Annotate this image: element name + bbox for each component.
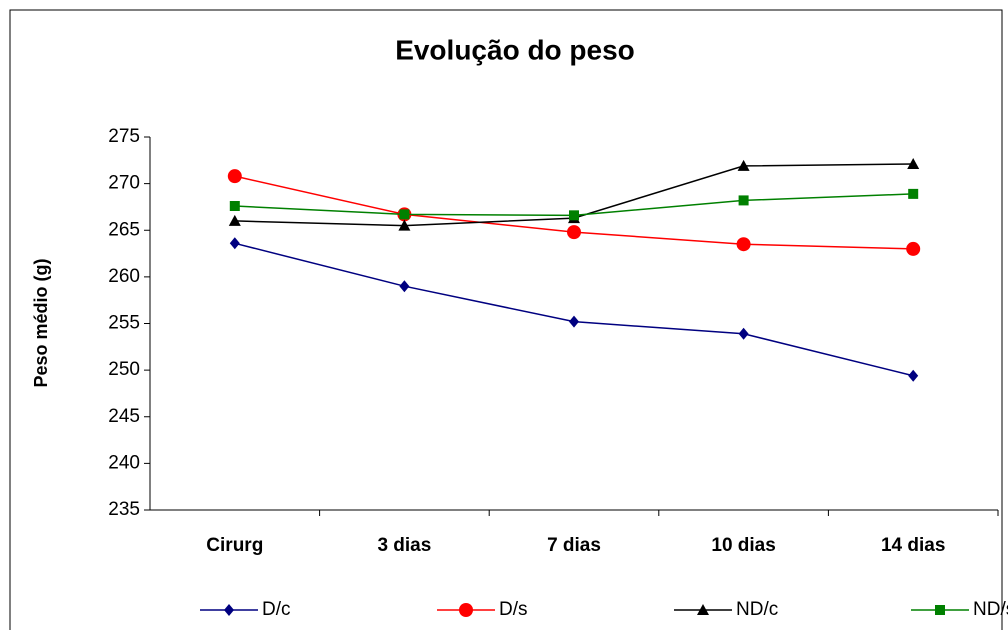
chart-title: Evolução do peso	[395, 34, 635, 65]
y-axis-label: Peso médio (g)	[31, 258, 51, 387]
legend-marker	[935, 605, 945, 615]
y-tick-label: 275	[108, 126, 140, 147]
legend-label: ND/c	[736, 599, 778, 620]
y-tick-label: 240	[108, 452, 140, 473]
data-point	[908, 188, 919, 199]
data-point	[229, 201, 240, 212]
data-point	[736, 237, 751, 252]
data-point	[569, 210, 579, 221]
legend-label: D/s	[499, 599, 528, 620]
y-tick-label: 260	[108, 266, 140, 287]
data-point	[906, 241, 921, 256]
data-point	[399, 209, 410, 220]
data-point	[737, 159, 750, 171]
data-point	[569, 315, 579, 328]
data-point	[567, 225, 581, 240]
data-point	[229, 237, 240, 250]
data-point	[907, 158, 920, 170]
legend-marker	[459, 603, 473, 617]
x-tick-label: 10 dias	[711, 535, 775, 556]
x-tick-label: 7 dias	[547, 535, 601, 556]
y-tick-label: 265	[108, 219, 140, 240]
x-tick-label: Cirurg	[206, 535, 263, 556]
data-point	[908, 369, 919, 382]
data-point	[738, 327, 749, 340]
y-tick-label: 250	[108, 359, 140, 380]
legend-marker	[697, 604, 709, 615]
x-tick-label: 14 dias	[881, 535, 945, 556]
x-tick-label: 3 dias	[377, 535, 431, 556]
chart-border	[9, 9, 1003, 635]
y-tick-label: 270	[108, 173, 140, 194]
legend-label: ND/s	[973, 599, 1008, 620]
data-point	[399, 280, 410, 293]
data-point	[228, 214, 241, 226]
y-tick-label: 255	[108, 313, 140, 334]
legend-marker	[224, 604, 234, 616]
y-tick-label: 245	[108, 406, 140, 427]
y-tick-label: 235	[108, 499, 140, 520]
legend-label: D/c	[262, 599, 291, 620]
data-point	[398, 219, 411, 231]
data-point	[227, 169, 242, 184]
data-point	[738, 195, 749, 206]
